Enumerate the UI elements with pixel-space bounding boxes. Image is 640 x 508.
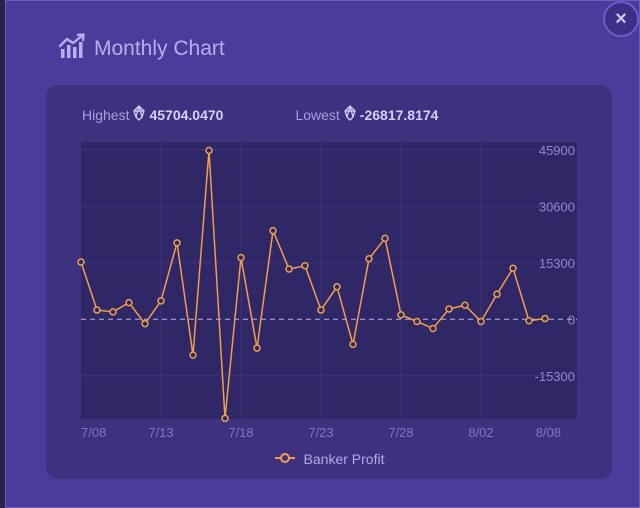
data-point xyxy=(301,261,309,270)
legend-line-marker-icon xyxy=(274,451,296,467)
data-point xyxy=(381,234,389,243)
x-tick-label: 7/08 xyxy=(81,425,106,440)
data-point xyxy=(349,340,357,349)
lowest-stat: Lowest -26817.8174 xyxy=(295,105,438,124)
stats-row: Highest 45704.0470 Lowest -26817.8174 xyxy=(82,105,438,124)
chart-panel: Highest 45704.0470 Lowest -26817.8174 7/… xyxy=(46,85,612,479)
data-point xyxy=(509,264,517,273)
x-tick-label: 7/18 xyxy=(228,425,253,440)
monthly-chart-modal: Monthly Chart × Highest 45704.0470 Lowes… xyxy=(5,0,640,508)
data-point xyxy=(109,308,117,316)
x-tick-label: 8/08 xyxy=(536,425,561,440)
chart-legend[interactable]: Banker Profit xyxy=(46,451,612,467)
data-point xyxy=(525,317,533,325)
y-tick-label: 45900 xyxy=(539,143,575,158)
highest-stat: Highest 45704.0470 xyxy=(82,105,223,124)
close-icon[interactable]: × xyxy=(615,7,627,30)
eos-token-icon xyxy=(343,105,357,124)
data-point xyxy=(429,324,437,333)
data-point xyxy=(141,319,149,328)
data-point xyxy=(541,314,549,323)
legend-label: Banker Profit xyxy=(303,451,385,467)
data-point xyxy=(205,146,213,155)
data-point xyxy=(317,306,325,314)
data-point xyxy=(125,298,133,307)
lowest-label: Lowest xyxy=(295,106,340,123)
data-point xyxy=(173,239,181,247)
data-point xyxy=(477,317,485,326)
chart-line-icon xyxy=(58,33,86,64)
x-tick-label: 7/28 xyxy=(388,425,413,440)
close-button[interactable]: × xyxy=(603,1,639,37)
data-point xyxy=(333,283,341,291)
data-point xyxy=(397,311,405,319)
line-chart: 7/08 7/13 7/18 7/23 7/28 8/02 8/08 45900 30600 15… xyxy=(77,142,577,440)
data-point xyxy=(253,344,261,352)
data-point xyxy=(77,258,85,266)
data-point xyxy=(237,253,245,262)
data-point xyxy=(189,351,197,359)
data-point xyxy=(413,317,421,326)
eos-token-icon xyxy=(132,105,146,124)
data-point xyxy=(93,306,101,314)
highest-label: Highest xyxy=(82,106,130,123)
y-tick-label: 30600 xyxy=(539,199,575,214)
series-line-banker-profit xyxy=(80,150,546,419)
y-tick-label: 15300 xyxy=(539,256,575,271)
modal-title: Monthly Chart xyxy=(94,36,225,60)
data-point xyxy=(157,297,165,305)
x-tick-label: 7/13 xyxy=(148,425,173,440)
data-point xyxy=(221,414,229,423)
lowest-value: -26817.8174 xyxy=(359,106,439,123)
modal-header: Monthly Chart xyxy=(58,33,225,64)
highest-value: 45704.0470 xyxy=(149,106,224,123)
data-point xyxy=(445,305,453,313)
x-tick-label: 8/02 xyxy=(468,425,493,440)
x-tick-label: 7/23 xyxy=(308,425,333,440)
y-tick-label: -15300 xyxy=(535,369,575,384)
data-point xyxy=(461,301,469,309)
data-point xyxy=(269,226,277,235)
data-point xyxy=(285,265,293,273)
plot-area xyxy=(81,142,577,419)
data-point xyxy=(493,290,501,298)
data-point xyxy=(365,254,373,263)
